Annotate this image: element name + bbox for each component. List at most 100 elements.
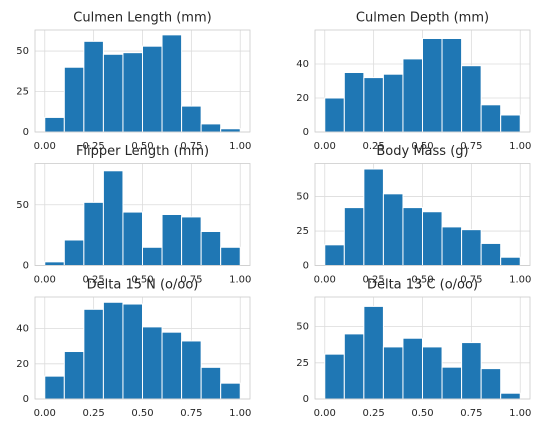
- x-tick-label: 0.50: [131, 275, 153, 286]
- bar: [102, 170, 124, 267]
- bar: [343, 72, 365, 133]
- bar: [200, 123, 222, 133]
- bar: [220, 246, 241, 267]
- bar: [461, 342, 482, 400]
- x-tick-label: 0.75: [460, 141, 482, 152]
- x-tick-label: 0.50: [131, 141, 153, 152]
- y-tick-label: 40: [296, 59, 309, 70]
- y-tick-label: 20: [16, 359, 29, 370]
- bar: [102, 301, 124, 400]
- x-tick-label: 1.00: [229, 408, 251, 419]
- bar: [402, 337, 424, 400]
- x-tick-label: 1.00: [229, 275, 251, 286]
- bar: [142, 246, 163, 267]
- x-tick-label: 0.50: [411, 141, 433, 152]
- bar: [363, 305, 384, 400]
- bar: [500, 114, 521, 133]
- bar: [500, 392, 521, 400]
- x-tick-label: 0.50: [411, 275, 433, 286]
- y-tick-label: 0: [23, 394, 29, 405]
- bar: [83, 308, 104, 400]
- x-tick-label: 0.25: [363, 141, 385, 152]
- x-tick-label: 0.75: [180, 408, 202, 419]
- y-tick-label: 0: [303, 127, 309, 138]
- bar: [142, 45, 163, 133]
- bar: [382, 73, 404, 133]
- bar: [161, 214, 183, 266]
- x-tick-label: 0.00: [34, 275, 56, 286]
- bar: [63, 239, 85, 266]
- x-tick-label: 0.50: [131, 408, 153, 419]
- bar: [63, 351, 85, 400]
- y-tick-label: 50: [16, 200, 29, 211]
- bar: [63, 66, 85, 133]
- subplot-title: Delta 15 N (o/oo): [87, 278, 199, 293]
- x-tick-label: 0.00: [34, 408, 56, 419]
- x-tick-label: 0.75: [460, 275, 482, 286]
- bar: [480, 104, 502, 133]
- bar: [83, 40, 104, 133]
- y-tick-label: 0: [23, 261, 29, 272]
- bar: [102, 53, 124, 133]
- bar: [44, 261, 65, 267]
- x-tick-label: 0.00: [34, 141, 56, 152]
- bar: [441, 38, 463, 133]
- x-tick-label: 0.00: [314, 275, 336, 286]
- bar: [422, 211, 443, 266]
- y-tick-label: 50: [296, 322, 309, 333]
- axes-frame: [34, 163, 251, 266]
- y-tick-label: 0: [303, 261, 309, 272]
- x-tick-label: 1.00: [509, 275, 531, 286]
- y-tick-label: 25: [296, 358, 309, 369]
- bar: [422, 346, 443, 400]
- axes-frame: [34, 296, 251, 400]
- bar: [181, 216, 202, 267]
- subplot-title: Culmen Length (mm): [73, 11, 211, 26]
- x-tick-label: 0.25: [83, 141, 105, 152]
- x-tick-label: 0.00: [314, 141, 336, 152]
- bar: [122, 303, 143, 400]
- x-tick-label: 0.75: [180, 141, 202, 152]
- bar: [44, 375, 65, 400]
- y-tick-label: 50: [296, 192, 309, 203]
- axes-frame: [314, 163, 531, 266]
- bar: [200, 231, 222, 266]
- subplot-title: Body Mass (g): [376, 144, 468, 159]
- bar: [382, 346, 404, 400]
- bar: [220, 128, 241, 133]
- x-tick-label: 1.00: [229, 141, 251, 152]
- bar: [142, 326, 163, 400]
- subplot-title: Flipper Length (mm): [76, 144, 209, 159]
- x-tick-label: 0.50: [411, 408, 433, 419]
- bar: [480, 242, 502, 267]
- x-tick-label: 0.00: [314, 408, 336, 419]
- y-tick-label: 25: [296, 226, 309, 237]
- bar: [500, 256, 521, 267]
- x-tick-label: 1.00: [509, 141, 531, 152]
- bar: [402, 58, 424, 133]
- bar: [161, 331, 183, 400]
- x-tick-label: 0.25: [83, 275, 105, 286]
- subplot-title: Delta 13 C (o/oo): [367, 278, 478, 293]
- x-tick-label: 1.00: [509, 408, 531, 419]
- bar: [382, 193, 404, 266]
- bar: [161, 34, 183, 133]
- y-tick-label: 0: [303, 394, 309, 405]
- y-tick-label: 40: [16, 324, 29, 335]
- bar: [363, 168, 384, 267]
- bar: [324, 244, 345, 267]
- bar: [122, 211, 143, 266]
- bar: [324, 353, 345, 400]
- bar: [200, 366, 222, 400]
- x-tick-label: 0.25: [363, 408, 385, 419]
- y-tick-label: 25: [16, 87, 29, 98]
- subplot-title: Culmen Depth (mm): [356, 11, 489, 26]
- bar: [461, 229, 482, 266]
- y-tick-label: 50: [16, 46, 29, 57]
- bar: [461, 65, 482, 133]
- x-tick-label: 0.25: [83, 408, 105, 419]
- bar: [441, 366, 463, 400]
- axes-frame: [34, 29, 251, 133]
- bar: [83, 201, 104, 267]
